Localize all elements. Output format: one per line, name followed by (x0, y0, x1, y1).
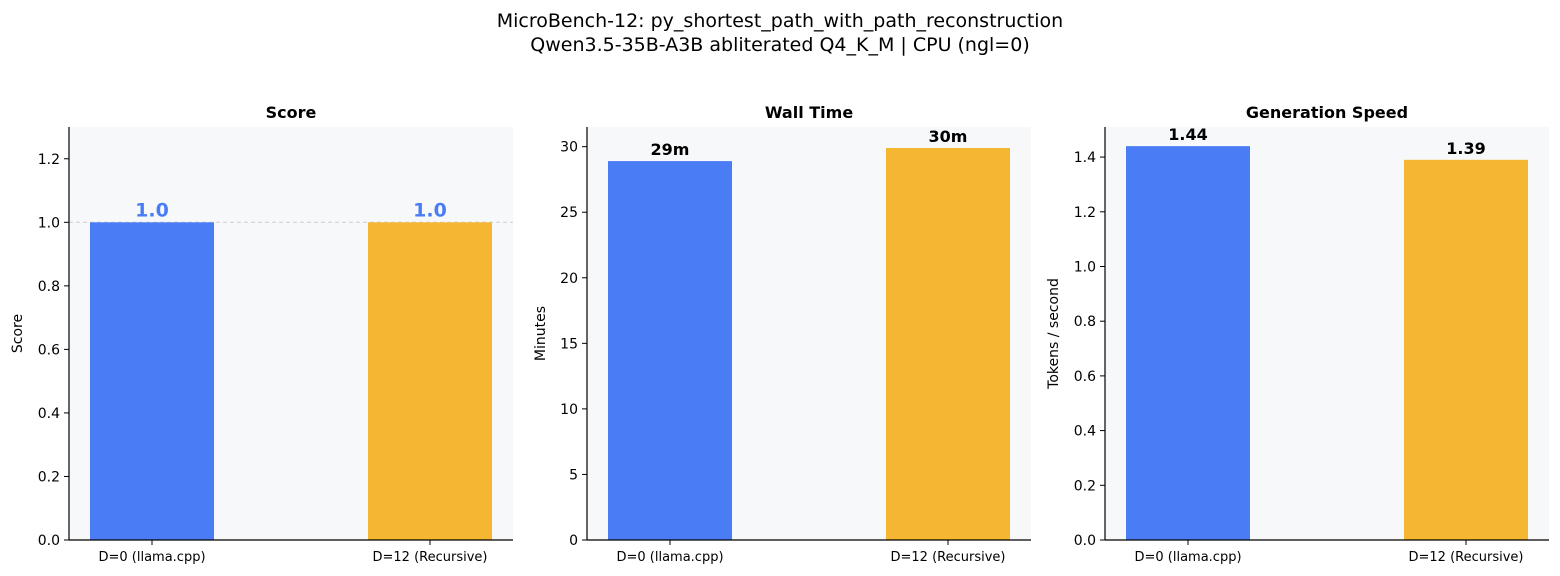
x-tick-label: D=12 (Recursive) (891, 550, 1006, 565)
figure-title: MicroBench-12: py_shortest_path_with_pat… (496, 10, 1064, 32)
y-tick-label: 0.2 (38, 469, 60, 485)
chart-title: Score (266, 103, 317, 122)
bar-d12 (368, 222, 492, 541)
x-tick-label: D=12 (Recursive) (373, 550, 488, 565)
y-tick-label: 0.0 (1074, 533, 1096, 549)
y-tick-label: 0 (569, 533, 578, 549)
y-tick-label: 1.0 (38, 215, 60, 231)
bar-d0 (90, 222, 214, 541)
chart-panel-1: 1.0 D=0 (llama.cpp) 1.0 D=12 (Recursive) 0.0… (10, 103, 513, 565)
y-tick-label: 15 (560, 336, 578, 352)
y-tick-label: 1.2 (1074, 205, 1096, 221)
y-tick-label: 0.0 (38, 533, 60, 549)
y-tick-label: 10 (560, 402, 578, 418)
y-tick-label: 1.0 (1074, 259, 1096, 275)
bar-d0 (608, 161, 732, 541)
bar-value-label: 1.44 (1168, 125, 1207, 144)
bar-d12 (886, 147, 1010, 540)
y-tick-label: 5 (569, 467, 578, 483)
y-tick-label: 0.6 (1074, 369, 1096, 385)
y-tick-label: 30 (560, 140, 578, 156)
bar-d0 (1126, 146, 1250, 540)
y-axis-label: Tokens / second (1046, 278, 1062, 390)
y-axis-label: Minutes (533, 306, 549, 361)
x-tick-label: D=0 (llama.cpp) (1134, 550, 1241, 565)
y-tick-label: 20 (560, 271, 578, 287)
y-tick-label: 0.8 (1074, 314, 1096, 330)
bar-d12 (1404, 159, 1528, 540)
chart-title: Generation Speed (1246, 103, 1408, 122)
x-tick-label: D=12 (Recursive) (1409, 550, 1524, 565)
y-tick-label: 0.6 (38, 342, 60, 358)
chart-panel-3: 1.44 D=0 (llama.cpp) 1.39 D=12 (Recursive) 0… (1046, 103, 1549, 565)
y-tick-label: 1.4 (1074, 150, 1096, 166)
x-tick-label: D=0 (llama.cpp) (98, 550, 205, 565)
bar-value-label: 29m (651, 140, 690, 159)
chart-panel-2: 29m D=0 (llama.cpp) 30m D=12 (Recursive) 0 5 1… (533, 103, 1031, 565)
y-tick-label: 0.4 (1074, 424, 1096, 440)
bar-value-label: 1.39 (1446, 139, 1485, 158)
bar-value-label: 30m (929, 127, 968, 146)
y-tick-label: 1.2 (38, 152, 60, 168)
bar-value-label: 1.0 (135, 199, 169, 221)
y-tick-label: 0.2 (1074, 478, 1096, 494)
y-axis-label: Score (10, 314, 26, 353)
y-tick-label: 0.8 (38, 279, 60, 295)
bar-value-label: 1.0 (413, 199, 447, 221)
y-tick-label: 25 (560, 205, 578, 221)
chart-title: Wall Time (765, 103, 853, 122)
figure-subtitle: Qwen3.5-35B-A3B abliterated Q4_K_M | CPU… (530, 34, 1030, 56)
y-tick-label: 0.4 (38, 406, 60, 422)
x-tick-label: D=0 (llama.cpp) (616, 550, 723, 565)
